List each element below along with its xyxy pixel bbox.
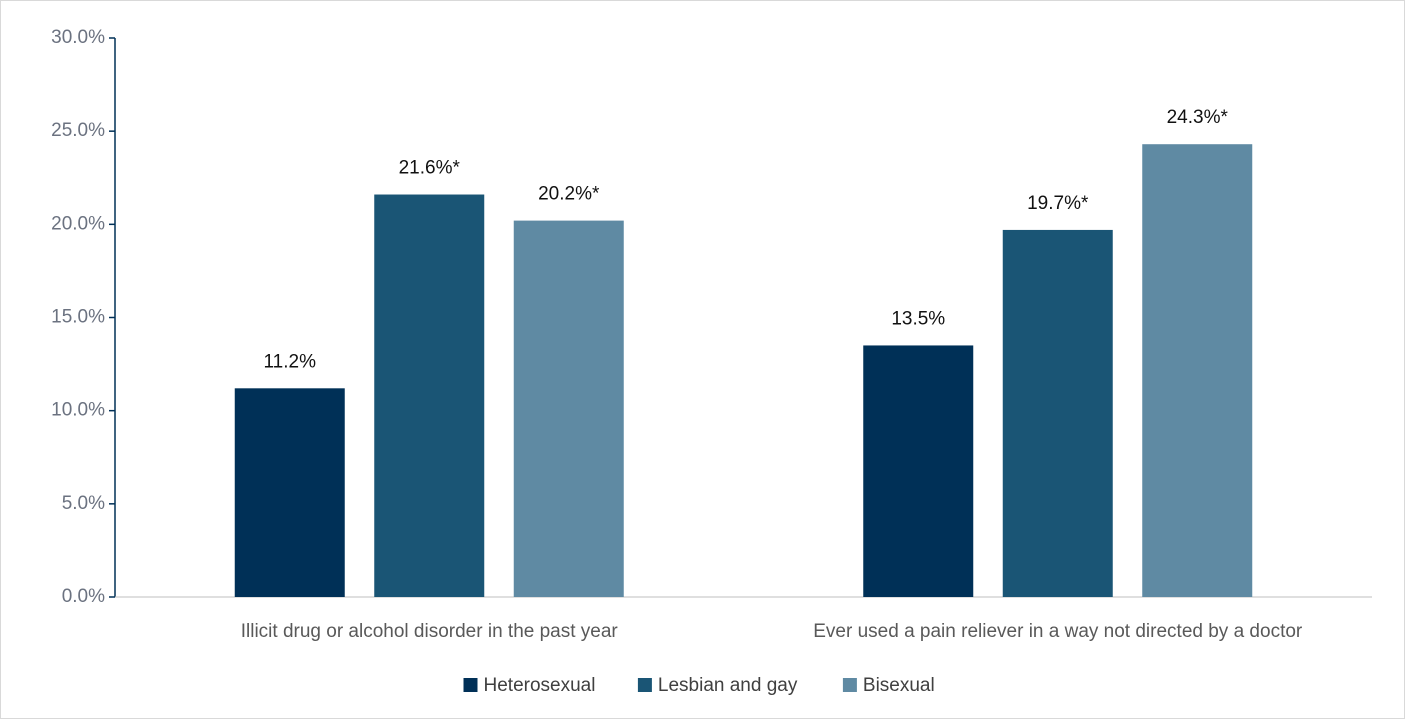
legend-swatch xyxy=(463,678,478,692)
legend-label: Heterosexual xyxy=(484,675,596,696)
x-tick-label: Ever used a pain reliever in a way not d… xyxy=(813,621,1303,642)
legend-swatch xyxy=(842,678,857,692)
data-label: 21.6%* xyxy=(399,158,461,179)
y-tick-label: 25.0% xyxy=(51,120,105,141)
data-label: 24.3%* xyxy=(1167,107,1229,128)
bar xyxy=(1002,229,1113,597)
y-tick-label: 5.0% xyxy=(62,493,105,514)
y-tick-label: 0.0% xyxy=(62,586,105,607)
bar xyxy=(374,194,485,597)
bar xyxy=(513,220,624,597)
data-label: 11.2% xyxy=(264,351,317,372)
y-tick-label: 15.0% xyxy=(51,307,105,328)
data-label: 20.2%* xyxy=(538,184,600,205)
y-tick-label: 30.0% xyxy=(51,27,105,48)
y-tick-label: 20.0% xyxy=(51,213,105,234)
legend-label: Bisexual xyxy=(863,675,935,696)
y-tick-label: 10.0% xyxy=(51,400,105,421)
data-label: 13.5% xyxy=(891,308,945,329)
bar xyxy=(1142,144,1253,597)
legend-swatch xyxy=(637,678,652,692)
data-label: 19.7%* xyxy=(1027,193,1089,214)
bar xyxy=(234,388,345,597)
legend-label: Lesbian and gay xyxy=(658,675,798,696)
x-tick-label: Illicit drug or alcohol disorder in the … xyxy=(241,621,619,642)
bar xyxy=(863,345,974,597)
